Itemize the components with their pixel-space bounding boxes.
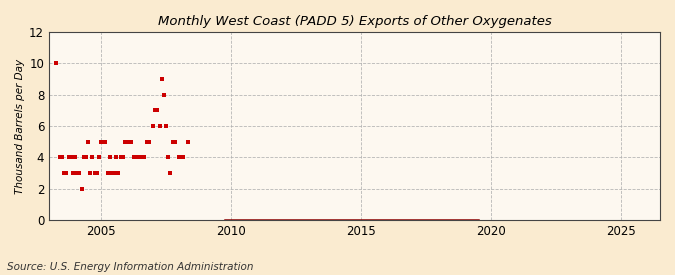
Point bbox=[74, 171, 85, 175]
Point bbox=[141, 139, 152, 144]
Point bbox=[70, 155, 80, 160]
Point bbox=[156, 77, 167, 81]
Point bbox=[72, 171, 82, 175]
Point bbox=[78, 155, 89, 160]
Point bbox=[98, 139, 109, 144]
Point bbox=[111, 155, 122, 160]
Point bbox=[102, 171, 113, 175]
Point bbox=[137, 155, 148, 160]
Point bbox=[87, 155, 98, 160]
Point bbox=[167, 139, 178, 144]
Point bbox=[132, 155, 143, 160]
Point bbox=[165, 171, 176, 175]
Point bbox=[82, 139, 93, 144]
Point bbox=[50, 61, 61, 65]
Y-axis label: Thousand Barrels per Day: Thousand Barrels per Day bbox=[15, 59, 25, 194]
Point bbox=[143, 139, 154, 144]
Point bbox=[173, 155, 184, 160]
Point bbox=[76, 186, 87, 191]
Point bbox=[55, 155, 65, 160]
Point bbox=[80, 155, 91, 160]
Point bbox=[148, 124, 159, 128]
Point bbox=[96, 139, 107, 144]
Point bbox=[63, 155, 74, 160]
Point bbox=[139, 155, 150, 160]
Point bbox=[154, 124, 165, 128]
Point bbox=[150, 108, 161, 112]
Point bbox=[61, 171, 72, 175]
Point bbox=[159, 92, 169, 97]
Point bbox=[91, 171, 102, 175]
Point bbox=[115, 155, 126, 160]
Point bbox=[124, 139, 134, 144]
Point bbox=[113, 171, 124, 175]
Point bbox=[134, 155, 145, 160]
Point bbox=[119, 139, 130, 144]
Point bbox=[68, 171, 78, 175]
Point bbox=[122, 139, 132, 144]
Point bbox=[161, 124, 171, 128]
Point bbox=[128, 155, 139, 160]
Point bbox=[57, 155, 68, 160]
Point bbox=[59, 171, 70, 175]
Point bbox=[130, 155, 141, 160]
Point bbox=[117, 155, 128, 160]
Point bbox=[65, 155, 76, 160]
Point bbox=[109, 171, 119, 175]
Point bbox=[182, 139, 193, 144]
Text: Source: U.S. Energy Information Administration: Source: U.S. Energy Information Administ… bbox=[7, 262, 253, 272]
Point bbox=[169, 139, 180, 144]
Point bbox=[126, 139, 137, 144]
Point bbox=[163, 155, 173, 160]
Point bbox=[107, 171, 117, 175]
Point bbox=[152, 108, 163, 112]
Point bbox=[89, 171, 100, 175]
Point bbox=[84, 171, 95, 175]
Point bbox=[178, 155, 189, 160]
Point bbox=[104, 155, 115, 160]
Point bbox=[100, 139, 111, 144]
Title: Monthly West Coast (PADD 5) Exports of Other Oxygenates: Monthly West Coast (PADD 5) Exports of O… bbox=[158, 15, 551, 28]
Point bbox=[94, 155, 105, 160]
